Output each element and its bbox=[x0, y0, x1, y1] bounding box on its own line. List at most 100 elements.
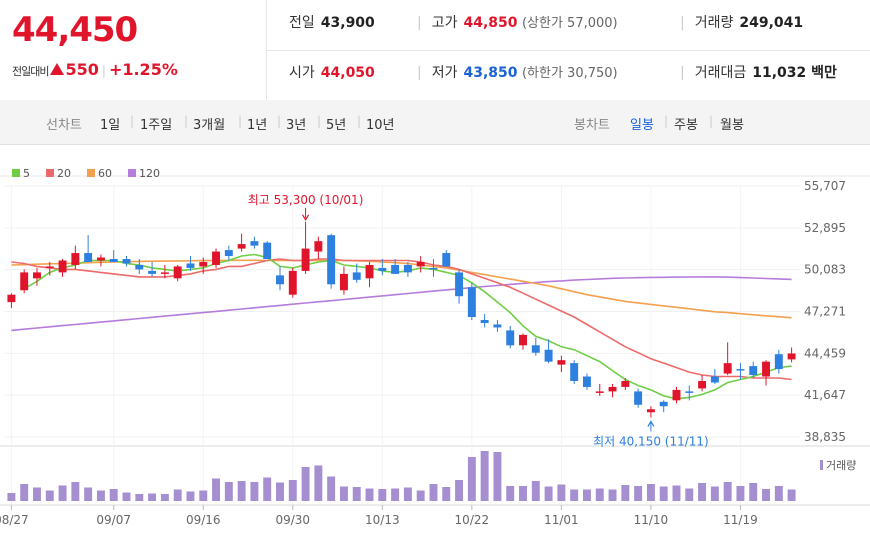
candle-monthly[interactable]: 월봉 bbox=[720, 118, 744, 133]
prev-close-value: 43,900 bbox=[320, 15, 375, 31]
candle-body bbox=[20, 272, 29, 291]
y-tick-label: 44,459 bbox=[804, 346, 846, 360]
high-value: 44,850 bbox=[463, 15, 518, 31]
period-bar: 선차트 1일 | 1주일 | 3개월 | 1년 | 3년 | 5년 | 10년 … bbox=[0, 100, 870, 145]
high-price: | 고가 44,850 (상한가 57,000) bbox=[417, 12, 618, 32]
divider: | bbox=[101, 64, 106, 78]
candle-body bbox=[276, 275, 284, 285]
y-tick-label: 50,083 bbox=[804, 263, 846, 277]
volume-bar bbox=[557, 484, 566, 501]
volume-bar bbox=[314, 465, 323, 501]
legend-swatch bbox=[128, 169, 136, 177]
low-label: 저가 bbox=[431, 65, 458, 81]
x-tick-label: 11/01 bbox=[544, 513, 579, 527]
candle-body bbox=[480, 319, 489, 323]
candle-body bbox=[96, 257, 105, 261]
volume-bar bbox=[710, 486, 719, 501]
candle-body bbox=[723, 363, 732, 374]
volume-bar bbox=[212, 478, 221, 501]
volume-bar bbox=[480, 451, 489, 501]
period-1-week[interactable]: 1주일 bbox=[140, 118, 173, 133]
candle-body bbox=[570, 363, 579, 381]
candle-body bbox=[608, 386, 617, 392]
quote-row-1: 전일 43,900 | 고가 44,850 (상한가 57,000) | 거래량 249,… bbox=[267, 0, 870, 51]
candle-chart-label: 봉차트 bbox=[574, 118, 610, 133]
y-tick-label: 52,895 bbox=[804, 221, 846, 235]
candle-body bbox=[263, 242, 272, 260]
period-3-years[interactable]: 3년 bbox=[286, 118, 307, 133]
volume-bar bbox=[595, 488, 604, 501]
volume-bar bbox=[442, 487, 451, 501]
volume-bar bbox=[378, 489, 387, 501]
volume-bar bbox=[339, 486, 348, 501]
x-tick-label: 09/07 bbox=[96, 513, 131, 527]
candle-body bbox=[595, 391, 604, 393]
period-1-year[interactable]: 1년 bbox=[247, 118, 268, 133]
divider: | bbox=[664, 114, 669, 128]
volume-bar bbox=[71, 482, 80, 501]
x-tick-label: 09/30 bbox=[275, 513, 310, 527]
volume-bar bbox=[276, 482, 284, 501]
candle-body bbox=[224, 250, 233, 257]
candle-weekly[interactable]: 주봉 bbox=[674, 118, 698, 133]
candle-body bbox=[659, 401, 668, 407]
candle-body bbox=[493, 324, 502, 328]
candle-body bbox=[288, 270, 297, 295]
volume-bar bbox=[506, 486, 515, 501]
volume-bar bbox=[467, 457, 476, 501]
low-price: | 저가 43,850 (하한가 30,750) bbox=[417, 62, 618, 82]
candle-daily[interactable]: 일봉 bbox=[630, 118, 654, 133]
volume-bar bbox=[429, 484, 438, 501]
divider: | bbox=[317, 114, 322, 128]
volume-bar bbox=[186, 491, 195, 501]
change-percent: +1.25% bbox=[108, 60, 178, 79]
candle-body bbox=[442, 253, 451, 267]
volume-bar bbox=[250, 482, 259, 501]
volume-bar bbox=[531, 481, 540, 501]
volume-bar bbox=[634, 486, 643, 501]
candle-body bbox=[237, 244, 246, 249]
low-annotation: 최저 40,150 (11/11) bbox=[593, 434, 709, 448]
candle-body bbox=[787, 353, 796, 360]
candle-body bbox=[391, 264, 400, 274]
candle-body bbox=[519, 334, 527, 346]
candle-body bbox=[455, 272, 464, 297]
open-price: 시가 44,050 bbox=[289, 62, 375, 82]
candle-body bbox=[672, 389, 681, 401]
period-1-day[interactable]: 1일 bbox=[100, 118, 121, 133]
quote-panel: 44,450 전일대비 550 | +1.25% 전일 43,900 | 고가 44,850… bbox=[0, 0, 870, 101]
current-price: 44,450 bbox=[12, 10, 138, 50]
candle-body bbox=[736, 369, 745, 371]
divider: | bbox=[417, 65, 422, 81]
trade-value-label: 거래대금 bbox=[694, 65, 747, 81]
volume-bar bbox=[544, 486, 553, 501]
y-tick-label: 55,707 bbox=[804, 179, 846, 193]
candle-body bbox=[774, 354, 783, 370]
period-3-months[interactable]: 3개월 bbox=[193, 118, 226, 133]
ma20-line bbox=[11, 258, 792, 381]
volume-bar bbox=[301, 467, 310, 501]
legend-swatch bbox=[87, 169, 95, 177]
volume-bar bbox=[621, 485, 630, 501]
high-label: 고가 bbox=[431, 15, 458, 31]
candle-body bbox=[327, 235, 336, 285]
volume-label: 거래량 bbox=[694, 15, 734, 31]
candle-body bbox=[148, 270, 157, 274]
prev-close: 전일 43,900 bbox=[289, 12, 375, 32]
candle-body bbox=[352, 272, 361, 280]
candle-body bbox=[71, 253, 80, 265]
y-tick-label: 41,647 bbox=[804, 388, 846, 402]
x-tick-label: 08/27 bbox=[0, 513, 29, 527]
candle-body bbox=[698, 380, 707, 389]
candle-body bbox=[762, 361, 770, 377]
x-tick-label: 10/13 bbox=[365, 513, 400, 527]
period-5-years[interactable]: 5년 bbox=[326, 118, 347, 133]
change-row: 전일대비 550 | +1.25% bbox=[12, 60, 178, 79]
divider: | bbox=[130, 114, 135, 128]
volume-bar bbox=[646, 484, 655, 501]
volume-bar bbox=[519, 486, 527, 501]
line-chart-label: 선차트 bbox=[46, 118, 82, 133]
period-10-years[interactable]: 10년 bbox=[366, 118, 395, 133]
volume-bar bbox=[749, 483, 758, 501]
volume-bar bbox=[33, 487, 41, 501]
